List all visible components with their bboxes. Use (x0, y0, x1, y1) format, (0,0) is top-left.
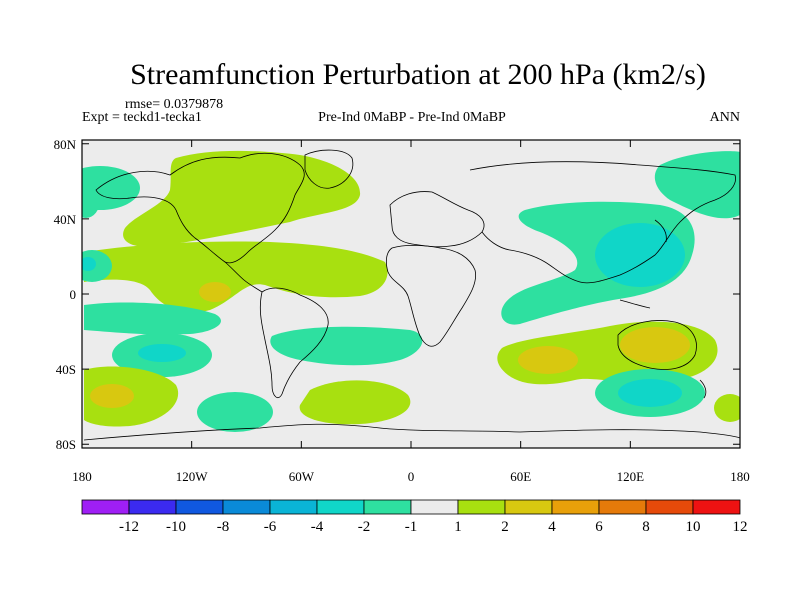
lat-tick-label: 40N (54, 212, 77, 227)
anomaly-north-pacific (82, 166, 140, 210)
lon-tick-label: 120W (176, 469, 209, 484)
lon-tick-label: 180 (72, 469, 92, 484)
center-string: Pre-Ind 0MaBP - Pre-Ind 0MaBP (318, 110, 506, 125)
colorbar-swatch (363, 499, 412, 515)
lon-tick-label: 60W (289, 469, 315, 484)
colorbar-swatch (410, 499, 459, 515)
anomaly-south-pacific-west-core (90, 384, 134, 408)
lon-tick-label: 180 (730, 469, 750, 484)
colorbar-swatch (316, 499, 365, 515)
colorbar-label: 1 (454, 519, 462, 535)
colorbar-label: 2 (501, 519, 509, 535)
map-panel: 80N 40N 0 40S 80S 180 120W 60W 0 60E 120E 180 (54, 137, 750, 484)
colorbar-swatch (128, 499, 177, 515)
season-label: ANN (710, 110, 740, 125)
rmse-label: rmse= 0.0379878 (125, 97, 223, 112)
colorbar-swatch (504, 499, 553, 515)
lat-axis: 80N 40N 0 40S 80S (54, 137, 740, 452)
anomaly-eastern-pacific (84, 241, 388, 313)
expt-label: Expt = teckd1-tecka1 (82, 110, 202, 125)
colorbar-swatch (269, 499, 318, 515)
colorbar-swatch (692, 499, 741, 515)
anomaly-north-pacific-edge (82, 182, 100, 218)
colorbar-label: 6 (595, 519, 603, 535)
anomaly-western-pacific-core (595, 223, 685, 287)
colorbar-label: -8 (217, 519, 230, 535)
anomaly-southern-ocean (197, 392, 273, 432)
colorbar-label: -1 (405, 519, 418, 535)
anomaly-south-atlantic (270, 326, 423, 366)
colorbar-swatch (222, 499, 271, 515)
anomaly-tasman-pos (714, 394, 740, 422)
lon-axis: 180 120W 60W 0 60E 120E 180 (72, 140, 750, 484)
anomaly-south-australia-core (618, 379, 682, 407)
colorbar-labels: -12 -10 -8 -6 -4 -2 -1 1 2 4 6 8 10 12 (119, 519, 748, 535)
lon-tick-label: 120E (617, 469, 645, 484)
colorbar-label: 8 (642, 519, 650, 535)
lat-tick-label: 0 (70, 287, 77, 302)
colorbar-swatch (81, 499, 130, 515)
colorbar-swatch (645, 499, 694, 515)
anomaly-pacific-band (84, 302, 221, 335)
colorbar-label: -2 (358, 519, 371, 535)
lat-tick-label: 80N (54, 137, 77, 152)
colorbar-label: 4 (548, 519, 556, 535)
lon-tick-label: 0 (408, 469, 415, 484)
colorbar-label: -6 (264, 519, 277, 535)
lat-tick-label: 40S (56, 362, 76, 377)
colorbar-label: -4 (311, 519, 324, 535)
colorbar-label: 12 (733, 519, 748, 535)
chart-title: Streamfunction Perturbation at 200 hPa (… (130, 58, 706, 91)
colorbar-label: 10 (686, 519, 701, 535)
anomaly-eastern-pacific-core (199, 282, 231, 302)
colorbar-swatch (598, 499, 647, 515)
anomaly-australia-core (620, 327, 690, 363)
coastlines (83, 149, 740, 441)
anomaly-south-pacific-core (138, 344, 186, 362)
lat-tick-label: 80S (56, 437, 76, 452)
colorbar-swatch (175, 499, 224, 515)
contour-fields (82, 150, 740, 432)
colorbar-swatches (81, 499, 741, 515)
colorbar-swatch (551, 499, 600, 515)
colorbar-swatch (457, 499, 506, 515)
anomaly-southern-atlantic-pos (299, 380, 411, 425)
colorbar-label: -10 (166, 519, 186, 535)
colorbar-label: -12 (119, 519, 139, 535)
lon-tick-label: 60E (510, 469, 531, 484)
anomaly-indian-core (518, 346, 578, 374)
anomaly-central-pacific-core (82, 257, 96, 271)
colorbar: -12 -10 -8 -6 -4 -2 -1 1 2 4 6 8 10 12 (81, 499, 748, 535)
